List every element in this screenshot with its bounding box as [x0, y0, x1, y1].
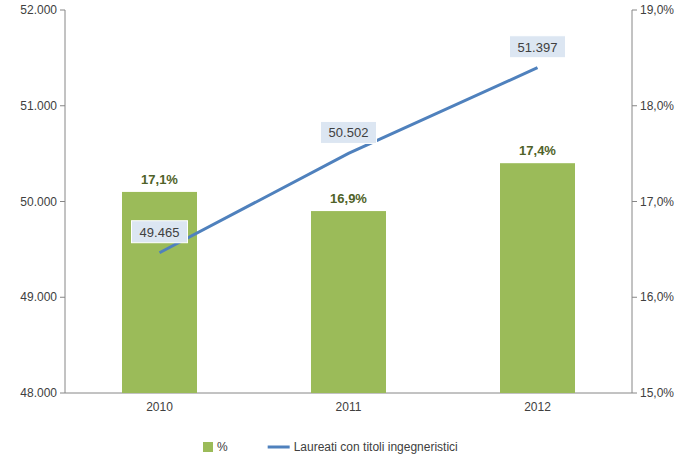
y-tick-label: 52.000 [20, 3, 57, 17]
data-labels: 17,1% 16,9% 17,4% 49.465 50.502 51.397 [132, 36, 566, 243]
legend-label: % [217, 440, 228, 454]
y2-tick [632, 105, 637, 106]
y2-tick [632, 201, 637, 202]
y-tick [60, 10, 65, 11]
line-label: 50.502 [329, 125, 369, 140]
y2-tick [632, 393, 637, 394]
x-tick-label: 2012 [524, 400, 551, 414]
line-label: 51.397 [518, 40, 558, 55]
line-label-group: 50.502 [321, 121, 377, 143]
y2-tick [632, 297, 637, 298]
bar [500, 163, 575, 393]
chart: 48.000 49.000 50.000 51.000 52.000 15,0% 16,0%… [0, 0, 699, 463]
line-label-group: 51.397 [510, 36, 566, 58]
bar-label: 17,1% [141, 172, 178, 187]
bar-label: 17,4% [519, 143, 556, 158]
line [160, 68, 538, 253]
line-label-group: 49.465 [132, 221, 188, 243]
y-tick-label: 51.000 [20, 99, 57, 113]
y-tick [60, 201, 65, 202]
y2-tick-label: 18,0% [640, 99, 674, 113]
line-label: 49.465 [140, 225, 180, 240]
y-tick [60, 393, 65, 394]
y2-tick-label: 17,0% [640, 195, 674, 209]
y-tick [60, 297, 65, 298]
y-tick-label: 48.000 [20, 386, 57, 400]
bar-label: 16,9% [330, 191, 367, 206]
y-tick-label: 49.000 [20, 290, 57, 304]
legend-swatch [268, 446, 290, 449]
bar [122, 192, 197, 393]
y-tick [60, 105, 65, 106]
y2-tick [632, 10, 637, 11]
line-label-box [132, 221, 188, 243]
legend: % Laureati con titoli ingegneristici [203, 440, 458, 454]
y2-tick-label: 16,0% [640, 290, 674, 304]
legend-swatch [203, 442, 213, 452]
line-label-box [510, 36, 566, 58]
line-label-box [321, 121, 377, 143]
x-tick-label: 2011 [336, 400, 362, 414]
y2-tick-label: 15,0% [640, 386, 674, 400]
legend-label: Laureati con titoli ingegneristici [294, 440, 458, 454]
y-tick-label: 50.000 [20, 195, 57, 209]
bar [311, 211, 386, 393]
x-tick-label: 2010 [146, 400, 173, 414]
y2-tick-label: 19,0% [640, 3, 674, 17]
marks [122, 68, 575, 393]
